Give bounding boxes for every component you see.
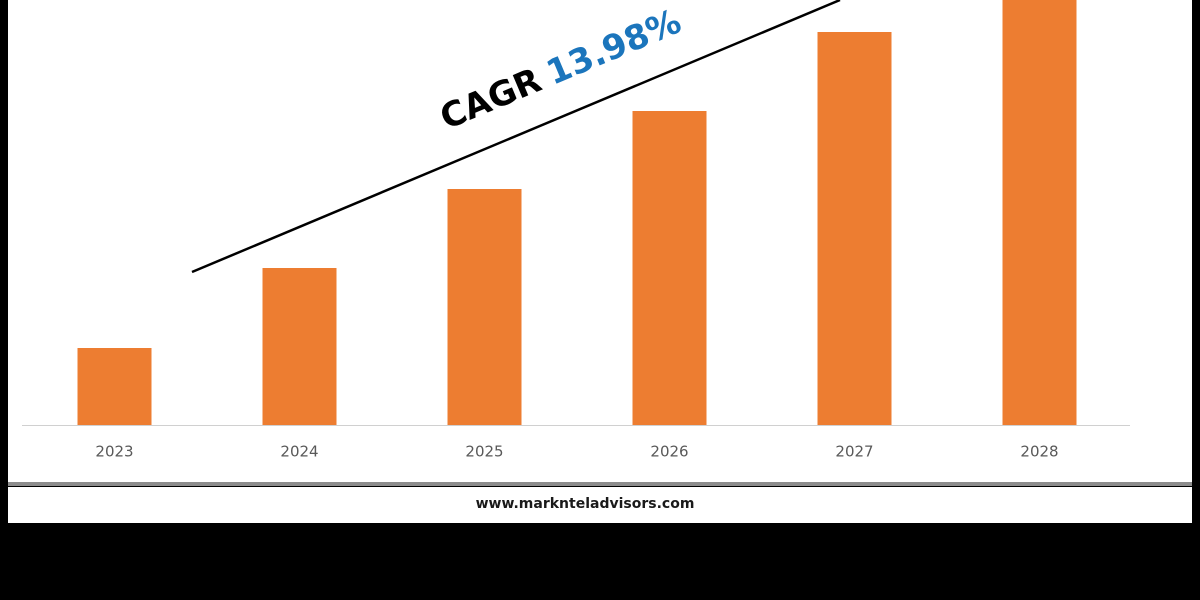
source-url: www.marknteladvisors.com [476, 496, 695, 512]
x-tick-label: 2024 [280, 443, 318, 461]
chart-panel [8, 0, 1192, 482]
bar [447, 189, 522, 425]
bar [262, 268, 337, 425]
trend-line [191, 0, 841, 274]
plot-area: 2023 2024 2025 2026 2027 2028 [77, 0, 1077, 461]
bar [632, 111, 707, 425]
bar [817, 32, 892, 425]
panel-shadow [8, 482, 1192, 486]
bar [1002, 0, 1077, 425]
x-tick-label: 2026 [650, 443, 688, 461]
footer-panel [8, 487, 1192, 523]
bar [77, 348, 152, 425]
x-tick-label: 2027 [835, 443, 873, 461]
x-tick-label: 2023 [95, 443, 133, 461]
x-tick-label: 2025 [465, 443, 503, 461]
x-tick-label: 2028 [1020, 443, 1058, 461]
